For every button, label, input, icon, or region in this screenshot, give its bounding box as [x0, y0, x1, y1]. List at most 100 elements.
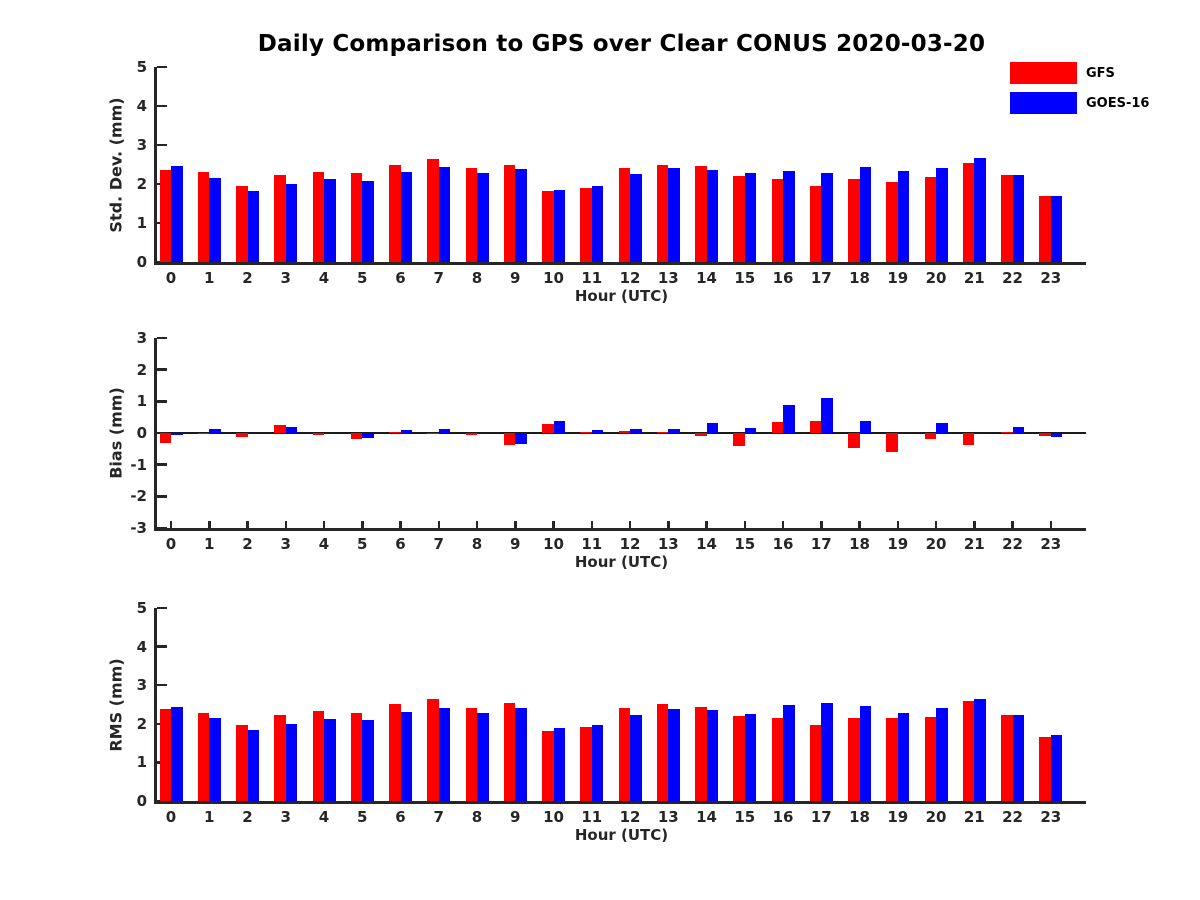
- y-tick-label: 0: [136, 424, 147, 442]
- bar-goes-16-hour-15: [744, 713, 757, 801]
- bar-gfs-hour-22: [1001, 175, 1013, 262]
- bar-goes-16-hour-5: [362, 433, 374, 438]
- bar-gfs-hour-22: [1001, 432, 1013, 433]
- x-axis-label-std-dev: Hour (UTC): [574, 287, 669, 305]
- bar-goes-16-hour-4: [324, 179, 336, 262]
- gfs-color-swatch: [1010, 62, 1077, 84]
- y-tick-label: 1: [136, 753, 147, 772]
- x-axis-label-rms: Hour (UTC): [574, 826, 669, 844]
- x-tick-label: 21: [963, 535, 985, 553]
- bar-goes-16-hour-17: [821, 703, 833, 801]
- y-tick-label: -3: [130, 519, 147, 537]
- bar-goes-16-hour-23: [1050, 433, 1063, 438]
- bar-goes-16-hour-8: [477, 173, 489, 262]
- bar-goes-16-hour-19: [897, 171, 910, 262]
- x-tick-label: 18: [849, 269, 870, 287]
- bar-goes-16-hour-3: [285, 184, 298, 262]
- x-tick-label: 9: [510, 269, 521, 287]
- y-tick-label: 1: [136, 392, 147, 411]
- x-axis-line: [154, 528, 1086, 531]
- bar-goes-16-hour-6: [400, 711, 412, 801]
- bar-gfs-hour-8: [465, 433, 477, 435]
- bar-gfs-hour-2: [236, 725, 248, 801]
- bar-gfs-hour-18: [848, 433, 860, 448]
- bar-gfs-hour-1: [197, 433, 210, 434]
- bar-gfs-hour-13: [656, 164, 669, 262]
- bar-goes-16-hour-18: [859, 420, 871, 433]
- bar-goes-16-hour-14: [706, 423, 718, 433]
- x-tick-label: 15: [734, 535, 756, 553]
- bar-gfs-hour-4: [312, 711, 324, 801]
- bar-goes-16-hour-7: [438, 707, 451, 801]
- x-tick-label: 5: [357, 808, 368, 826]
- x-tick-mark: [858, 521, 861, 528]
- bar-goes-16-hour-7: [438, 428, 451, 433]
- bar-goes-16-hour-7: [438, 166, 451, 262]
- y-tick-label: 3: [136, 136, 147, 154]
- bar-goes-16-hour-18: [859, 706, 871, 801]
- bar-goes-16-hour-20: [936, 422, 948, 433]
- bar-gfs-hour-10: [542, 730, 554, 801]
- bar-goes-16-hour-12: [630, 428, 642, 433]
- y-tick-mark: [157, 526, 167, 530]
- y-tick-label: -1: [130, 455, 147, 474]
- x-tick-mark: [514, 521, 517, 528]
- x-tick-mark: [552, 521, 555, 528]
- plot-area-bias: -3 -2 -1 0 1 2 3: [130, 329, 1086, 537]
- y-axis-line: [154, 608, 157, 804]
- y-axis-line: [154, 67, 157, 265]
- bar-gfs-hour-9: [503, 433, 516, 446]
- x-tick-label: 10: [543, 269, 564, 287]
- bar-gfs-hour-18: [848, 718, 860, 801]
- bar-gfs-hour-3: [274, 714, 286, 801]
- x-tick-mark: [1011, 521, 1014, 528]
- bar-gfs-hour-7: [427, 158, 439, 262]
- plot-area-std-dev: 0 1 2 3 4 5: [137, 58, 1086, 271]
- bar-goes-16-hour-10: [553, 189, 565, 262]
- y-tick-mark: [157, 495, 167, 498]
- bar-gfs-hour-3: [274, 425, 286, 433]
- x-tick-label: 10: [543, 535, 564, 553]
- x-tick-label: 13: [657, 808, 679, 826]
- x-tick-label: 6: [395, 808, 406, 826]
- x-tick-label: 18: [849, 808, 870, 826]
- x-tick-label: 20: [925, 535, 947, 553]
- y-tick-label: 4: [136, 97, 147, 115]
- x-tick-label: 18: [849, 535, 870, 553]
- bar-goes-16-hour-23: [1050, 735, 1063, 801]
- bar-goes-16-hour-21: [974, 157, 986, 262]
- bar-gfs-hour-5: [350, 713, 363, 801]
- x-tick-label: 14: [696, 535, 717, 553]
- x-tick-label: 16: [772, 269, 794, 287]
- y-tick-label: 5: [136, 599, 147, 617]
- bar-goes-16-hour-11: [591, 429, 604, 433]
- y-tick-mark: [157, 104, 167, 108]
- bar-gfs-hour-20: [924, 717, 936, 801]
- x-tick-label: 17: [810, 535, 832, 553]
- bar-gfs-hour-10: [542, 424, 554, 433]
- bar-gfs-hour-23: [1039, 196, 1051, 262]
- x-tick-mark: [896, 521, 899, 528]
- bar-gfs-hour-12: [618, 431, 630, 433]
- x-tick-labels-bias: 0 1 2 3 4 5 6 7 8 9 10 11 12 13 14 15 16 17 18 19 20 21 22 23: [157, 535, 1086, 553]
- bar-gfs-hour-23: [1039, 736, 1051, 801]
- bar-goes-16-hour-2: [247, 729, 259, 801]
- x-tick-label: 16: [772, 535, 794, 553]
- bar-gfs-hour-5: [350, 433, 363, 439]
- y-tick-label: -2: [130, 487, 147, 506]
- x-tick-mark: [399, 521, 402, 528]
- x-tick-label: 12: [619, 535, 641, 553]
- bar-goes-16-hour-23: [1050, 195, 1063, 262]
- y-tick-mark: [157, 65, 167, 69]
- bar-goes-16-hour-20: [936, 167, 948, 262]
- x-tick-label: 4: [318, 535, 330, 553]
- x-tick-label: 17: [810, 808, 832, 826]
- y-tick-label: 4: [136, 637, 147, 656]
- bar-gfs-hour-11: [580, 431, 592, 433]
- x-tick-mark: [246, 521, 249, 528]
- bar-gfs-hour-14: [695, 433, 707, 436]
- bar-goes-16-hour-6: [400, 430, 412, 433]
- bar-gfs-hour-6: [389, 432, 401, 433]
- x-tick-label: 1: [204, 535, 215, 553]
